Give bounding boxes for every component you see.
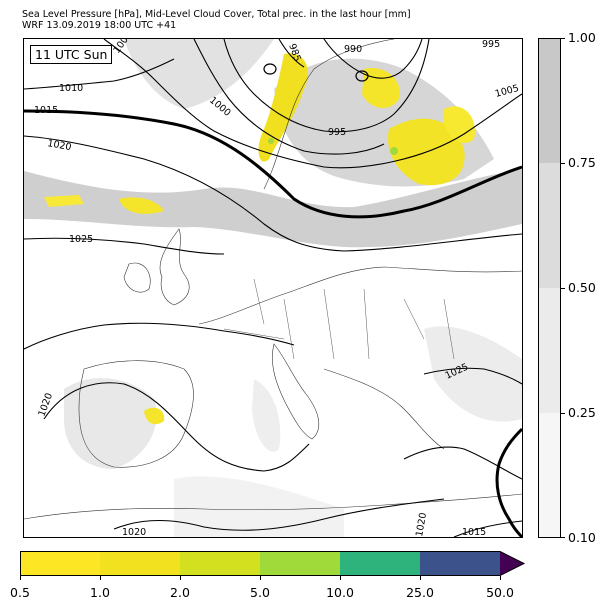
- precip-tick: [260, 576, 261, 580]
- precip-tick-label: 5.0: [250, 585, 270, 600]
- precip-sweden: [362, 68, 400, 109]
- precip-tick: [180, 576, 181, 580]
- cloud-tick-label: 0.25: [568, 405, 596, 420]
- precip-tick: [500, 576, 501, 580]
- precip-tick: [100, 576, 101, 580]
- isobar-1015-bold-east: [495, 427, 522, 537]
- cloud-tick: [561, 537, 565, 538]
- weather-map: 995 990 985 1005 1010 1015 1000 995 1005…: [23, 38, 523, 538]
- cloud-band-north: [24, 169, 522, 248]
- cloud-iberia: [64, 378, 157, 469]
- precip-extend-arrow: [500, 551, 525, 576]
- precip-cell-baltic: [390, 147, 398, 155]
- coast-balkans: [323, 368, 445, 450]
- precip-segment-5: [420, 551, 500, 576]
- isobar-label: 1015: [462, 527, 486, 537]
- isobar-1025a: [24, 237, 225, 255]
- coast-britain: [159, 228, 190, 306]
- isobar-label: 995: [482, 39, 500, 50]
- low-center-baltic: [355, 70, 369, 82]
- isobar-label: 995: [328, 127, 346, 138]
- time-label: 11 UTC Sun: [30, 45, 113, 64]
- cloud-tick: [561, 38, 565, 39]
- country-borders: [223, 278, 455, 360]
- coast-continent: [198, 266, 522, 325]
- isobar-label: 1015: [34, 105, 58, 116]
- cloud-tick-label: 0.10: [568, 530, 596, 545]
- precip-uk: [44, 195, 84, 207]
- isobar-985: [278, 39, 305, 68]
- isobar-995: [223, 39, 430, 133]
- run-info: WRF 13.09.2019 18:00 UTC +41: [22, 20, 177, 31]
- precip-tick-label: 1.0: [90, 585, 110, 600]
- cloud-tick-label: 1.00: [568, 30, 596, 45]
- precip-segment-1: [100, 551, 180, 576]
- map-canvas: 995 990 985 1005 1010 1015 1000 995 1005…: [24, 39, 522, 537]
- isobar-1020-south: [113, 498, 445, 531]
- low-markers: [263, 63, 369, 82]
- cloud-segment-3: [539, 413, 560, 537]
- isobars: [24, 39, 522, 537]
- low-center-norway: [263, 63, 277, 75]
- cloud-segment-0: [539, 39, 560, 163]
- precip-tick: [20, 576, 21, 580]
- precip-spain: [144, 407, 165, 425]
- isobar-1020-iberia: [43, 382, 310, 472]
- cloud-segment-2: [539, 288, 560, 413]
- isobar-1020-east: [403, 446, 522, 480]
- isobar-1020-west: [24, 322, 295, 350]
- cloud-tick: [561, 413, 565, 414]
- cloud-tick: [561, 163, 565, 164]
- isobar-label: 1020: [414, 512, 429, 537]
- precip-segment-4: [340, 551, 420, 576]
- coast-iberia: [78, 360, 194, 468]
- precip-tick-label: 25.0: [406, 585, 434, 600]
- precip-tick: [340, 576, 341, 580]
- cloud-tick-label: 0.50: [568, 280, 596, 295]
- coast-ireland: [123, 262, 151, 293]
- precip-tick-label: 50.0: [486, 585, 514, 600]
- precip-east: [444, 106, 475, 144]
- coast-italy: [272, 343, 320, 440]
- isobar-1015-bold: [24, 109, 522, 219]
- precip-segment-3: [260, 551, 340, 576]
- isobar-label: 1025: [69, 234, 93, 245]
- precip-colorbar-outline: [20, 551, 525, 576]
- precip-segment-0: [20, 551, 100, 576]
- precip-cell-norway: [268, 138, 274, 144]
- isobar-label: 990: [344, 44, 362, 55]
- precipitation-colorbar: [20, 551, 525, 576]
- precip-segment-2: [180, 551, 260, 576]
- chart-title: Sea Level Pressure [hPa], Mid-Level Clou…: [22, 9, 411, 20]
- isobar-label: 1020: [46, 138, 72, 153]
- cloud-tick-label: 0.75: [568, 155, 596, 170]
- precip-tick-label: 10.0: [326, 585, 354, 600]
- cloud-balkans: [424, 326, 522, 422]
- precip-tick-label: 2.0: [170, 585, 190, 600]
- precipitation-layer: [44, 53, 475, 425]
- coast-scandinavia: [263, 39, 395, 190]
- cloud-italy: [252, 379, 281, 452]
- coast-africa: [24, 493, 522, 520]
- isobar-1015-east: [453, 520, 522, 537]
- precip-tick: [420, 576, 421, 580]
- cloud-segment-1: [539, 163, 560, 288]
- cloud-northafrica: [174, 476, 344, 537]
- precip-northsea: [119, 197, 164, 214]
- isobar-990: [323, 39, 423, 79]
- cloud-northwest: [124, 39, 274, 109]
- isobar-1020: [24, 135, 522, 252]
- precip-norway: [258, 53, 308, 162]
- isobar-1010: [24, 58, 175, 90]
- isobar-label: 1010: [59, 83, 83, 94]
- isobar-1005: [103, 39, 522, 169]
- isobar-1025-east: [423, 367, 522, 385]
- isobar-1000: [193, 39, 385, 155]
- cloud-cover-colorbar: [538, 38, 561, 538]
- precip-tick-label: 0.5: [10, 585, 30, 600]
- cloud-tick: [561, 288, 565, 289]
- isobar-label: 1020: [122, 527, 146, 537]
- isobar-label: 1020: [36, 392, 55, 418]
